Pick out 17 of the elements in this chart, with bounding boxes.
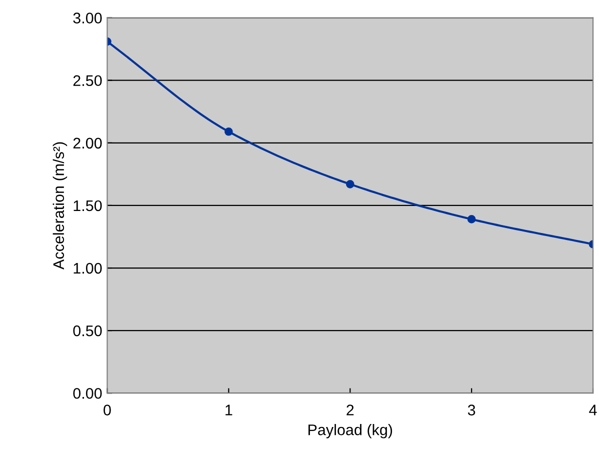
x-tick-label: 0 <box>104 404 111 416</box>
x-tick-label: 2 <box>346 404 354 416</box>
y-tick-label: 0.50 <box>73 325 102 336</box>
y-tick-label: 0.00 <box>73 388 102 399</box>
y-tick-label: 3.00 <box>73 12 102 24</box>
x-tick-label: 3 <box>468 404 476 416</box>
point <box>224 127 233 136</box>
y-tick-label: 1.00 <box>74 262 102 274</box>
y-tick-label: 2.00 <box>73 138 102 149</box>
y-tick-label: 1.50 <box>74 200 102 212</box>
point <box>346 180 354 188</box>
y-axis-title: Acceleration (m/s²) <box>52 142 68 270</box>
y-tick-label: 2.50 <box>73 75 102 86</box>
point <box>467 215 476 224</box>
x-axis-title: Payload (kg) <box>308 424 392 438</box>
x-tick-label: 1 <box>226 404 232 416</box>
x-tick-label: 4 <box>589 404 597 416</box>
